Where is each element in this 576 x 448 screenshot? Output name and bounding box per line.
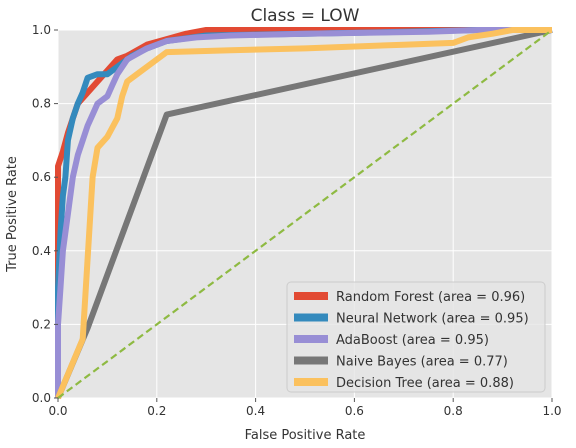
x-tick-label: 0.8 [444, 404, 463, 418]
y-axis-ticks: 0.0 0.2 0.4 0.6 0.8 1.0 [32, 23, 58, 405]
y-tick-label: 0.0 [32, 391, 51, 405]
legend-swatch-adaboost [294, 335, 328, 343]
legend-box [286, 281, 546, 393]
series-line-chance [57, 29, 553, 399]
y-tick-label: 1.0 [32, 23, 51, 37]
y-tick-label: 0.6 [32, 170, 51, 184]
y-tick-label: 0.4 [32, 244, 51, 258]
legend-label-naive-bayes: Naive Bayes (area = 0.77) [336, 355, 508, 370]
x-axis-ticks: 0.0 0.2 0.4 0.6 0.8 1.0 [48, 398, 562, 418]
y-axis-label: True Positive Rate [5, 156, 20, 273]
legend-swatch-neural-network [294, 313, 328, 322]
x-axis-label: False Positive Rate [245, 428, 366, 443]
y-tick-label: 0.2 [32, 317, 51, 331]
chart-title: Class = LOW [251, 6, 360, 26]
legend-swatch-decision-tree [294, 378, 328, 386]
x-tick-label: 0.0 [48, 404, 67, 418]
legend: Random Forest (area = 0.96) Neural Networ… [286, 281, 546, 393]
series-line-decision-tree [55, 27, 552, 400]
gridlines [57, 29, 553, 399]
series-line-adaboost [55, 27, 552, 398]
legend-label-decision-tree: Decision Tree (area = 0.88) [336, 376, 514, 391]
x-tick-label: 0.2 [147, 404, 166, 418]
legend-label-adaboost: AdaBoost (area = 0.95) [336, 333, 489, 348]
legend-label-random-forest: Random Forest (area = 0.96) [336, 290, 525, 305]
x-tick-label: 0.6 [345, 404, 364, 418]
x-tick-label: 0.4 [246, 404, 265, 418]
legend-swatch-naive-bayes [294, 356, 328, 365]
y-tick-label: 0.8 [32, 97, 51, 111]
legend-swatch-random-forest [294, 292, 328, 300]
legend-label-neural-network: Neural Network (area = 0.95) [336, 312, 529, 327]
x-tick-label: 1.0 [542, 404, 561, 418]
series-lines [55, 27, 553, 400]
